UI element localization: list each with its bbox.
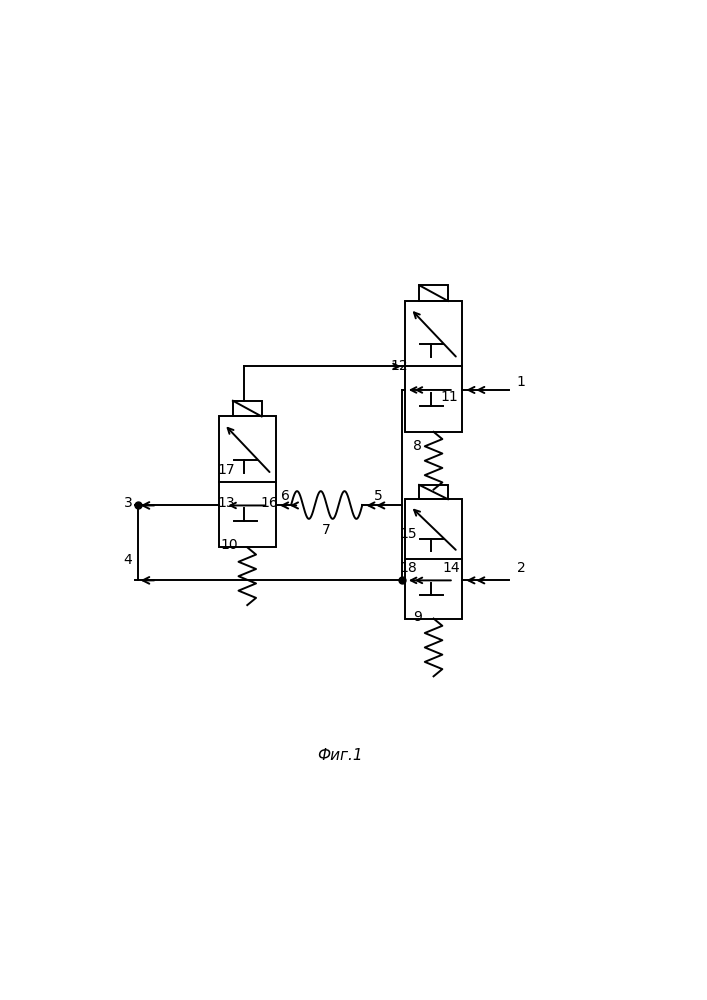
Text: 14: 14 xyxy=(443,561,460,575)
Bar xyxy=(419,285,448,301)
Bar xyxy=(233,401,262,416)
Text: 5: 5 xyxy=(375,489,383,503)
Bar xyxy=(218,416,276,547)
Text: 11: 11 xyxy=(440,390,458,404)
Bar xyxy=(405,301,462,432)
Text: 15: 15 xyxy=(399,527,417,541)
Text: 2: 2 xyxy=(517,561,525,575)
Text: 4: 4 xyxy=(124,553,132,567)
Text: 6: 6 xyxy=(281,489,290,503)
Text: 1: 1 xyxy=(517,375,526,389)
Text: Фиг.1: Фиг.1 xyxy=(317,748,363,763)
Text: 10: 10 xyxy=(221,538,238,552)
Text: 16: 16 xyxy=(260,496,278,510)
Text: 9: 9 xyxy=(413,610,421,624)
Text: 12: 12 xyxy=(391,359,409,373)
Text: 18: 18 xyxy=(399,561,417,575)
Text: 7: 7 xyxy=(322,523,331,537)
Bar xyxy=(405,499,462,619)
Text: 13: 13 xyxy=(218,496,235,510)
Bar xyxy=(419,485,448,499)
Text: 17: 17 xyxy=(218,463,235,477)
Text: 8: 8 xyxy=(413,439,421,453)
Text: 3: 3 xyxy=(124,496,132,510)
